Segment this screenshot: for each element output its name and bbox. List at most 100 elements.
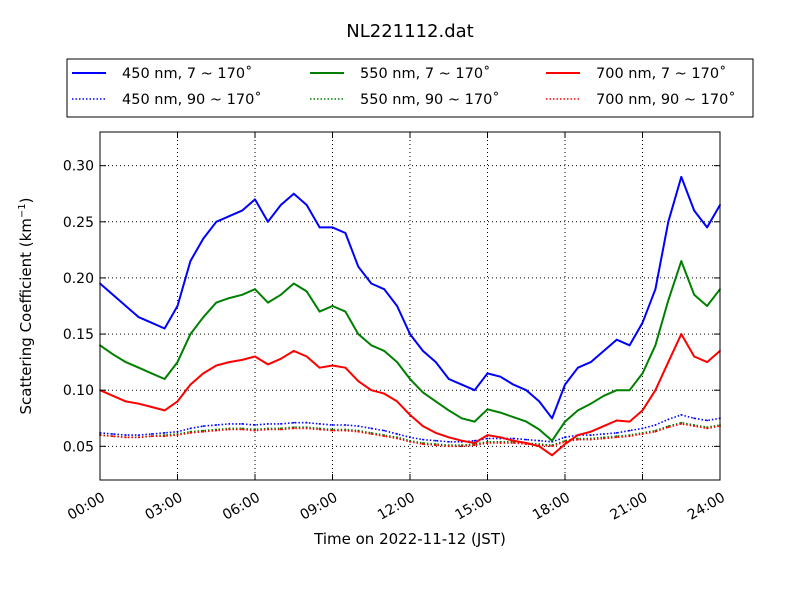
data-point bbox=[137, 436, 140, 439]
data-point bbox=[318, 366, 321, 369]
data-point bbox=[305, 290, 308, 293]
x-tick-label: 09:00 bbox=[298, 490, 341, 524]
data-point bbox=[305, 427, 308, 430]
data-point bbox=[150, 433, 153, 435]
data-point bbox=[396, 433, 398, 435]
data-point bbox=[292, 427, 295, 430]
data-point bbox=[602, 394, 605, 397]
data-point bbox=[124, 436, 127, 439]
data-point bbox=[693, 355, 696, 358]
data-point bbox=[344, 366, 347, 369]
data-point bbox=[357, 430, 360, 433]
data-point bbox=[602, 425, 605, 427]
data-point bbox=[667, 299, 670, 302]
data-point bbox=[641, 321, 644, 324]
data-point bbox=[202, 430, 205, 433]
data-point bbox=[305, 355, 308, 358]
data-point bbox=[641, 427, 644, 430]
data-point bbox=[654, 344, 657, 347]
data-point bbox=[512, 383, 515, 386]
data-point bbox=[615, 389, 618, 392]
y-tick-label: 0.05 bbox=[63, 439, 94, 455]
data-point bbox=[305, 204, 308, 206]
data-point bbox=[680, 260, 683, 262]
data-point bbox=[447, 436, 450, 439]
data-point bbox=[370, 282, 373, 285]
data-point bbox=[693, 293, 696, 296]
data-point bbox=[680, 333, 683, 335]
data-point bbox=[641, 433, 644, 435]
data-point bbox=[486, 408, 489, 411]
data-point bbox=[241, 293, 244, 296]
data-point bbox=[279, 423, 282, 425]
data-point bbox=[202, 425, 205, 427]
data-point bbox=[525, 420, 528, 423]
legend: 450 nm, 7 ~ 170˚ 450 nm, 90 ~ 170˚ 550 nm,… bbox=[66, 58, 754, 118]
data-point bbox=[434, 444, 437, 447]
data-point bbox=[254, 429, 256, 432]
data-point bbox=[422, 438, 424, 441]
data-point bbox=[267, 363, 269, 366]
data-point bbox=[680, 414, 683, 416]
data-point bbox=[615, 419, 618, 422]
data-point bbox=[577, 409, 579, 412]
x-tick-label: 00:00 bbox=[65, 490, 108, 524]
data-point bbox=[254, 288, 256, 291]
grid bbox=[100, 132, 720, 480]
data-point bbox=[589, 438, 592, 441]
data-point bbox=[383, 429, 386, 432]
data-point bbox=[409, 414, 411, 416]
data-point bbox=[292, 282, 295, 285]
data-point bbox=[628, 435, 631, 438]
x-tick-label: 03:00 bbox=[143, 490, 186, 524]
data-point bbox=[112, 394, 114, 397]
data-point bbox=[680, 176, 683, 178]
data-point bbox=[124, 434, 127, 436]
data-point bbox=[267, 220, 269, 223]
data-point bbox=[654, 288, 657, 291]
data-point bbox=[112, 353, 114, 356]
data-point bbox=[499, 411, 502, 414]
data-point bbox=[641, 409, 644, 412]
data-point bbox=[150, 321, 153, 324]
data-point bbox=[628, 344, 631, 347]
data-point bbox=[615, 432, 618, 434]
data-point bbox=[305, 421, 308, 424]
data-point bbox=[215, 424, 218, 426]
data-point bbox=[228, 428, 231, 431]
data-point bbox=[176, 361, 179, 363]
data-point bbox=[538, 428, 541, 431]
data-point bbox=[112, 293, 114, 296]
legend-label-0: 450 nm, 7 ~ 170˚ bbox=[122, 65, 252, 82]
data-point bbox=[602, 437, 605, 440]
x-tick-label: 24:00 bbox=[685, 490, 728, 524]
data-point bbox=[667, 418, 670, 421]
data-point bbox=[215, 220, 218, 223]
data-point bbox=[409, 440, 411, 443]
data-point bbox=[615, 338, 618, 341]
data-point bbox=[551, 417, 553, 420]
data-point bbox=[228, 215, 231, 218]
data-point bbox=[654, 424, 657, 426]
y-axis-label-sup: −1 bbox=[17, 203, 28, 218]
data-point bbox=[163, 432, 166, 434]
data-point bbox=[202, 237, 205, 240]
data-point bbox=[124, 305, 127, 307]
data-point bbox=[331, 305, 334, 307]
data-point bbox=[202, 316, 205, 319]
data-point bbox=[150, 435, 153, 438]
data-point bbox=[383, 435, 386, 438]
x-tick-label: 06:00 bbox=[220, 490, 263, 524]
data-point bbox=[641, 372, 644, 375]
data-point bbox=[628, 429, 631, 432]
data-point bbox=[667, 361, 670, 363]
y-axis-label: Scattering Coefficient (km−1) bbox=[17, 197, 35, 414]
data-point bbox=[163, 378, 166, 380]
data-point bbox=[318, 310, 321, 313]
data-point bbox=[189, 333, 192, 335]
data-point bbox=[189, 383, 192, 386]
data-point bbox=[538, 400, 541, 403]
y-axis-label-main: Scattering Coefficient (km bbox=[17, 218, 35, 414]
data-point bbox=[357, 333, 360, 335]
data-point bbox=[654, 430, 657, 433]
